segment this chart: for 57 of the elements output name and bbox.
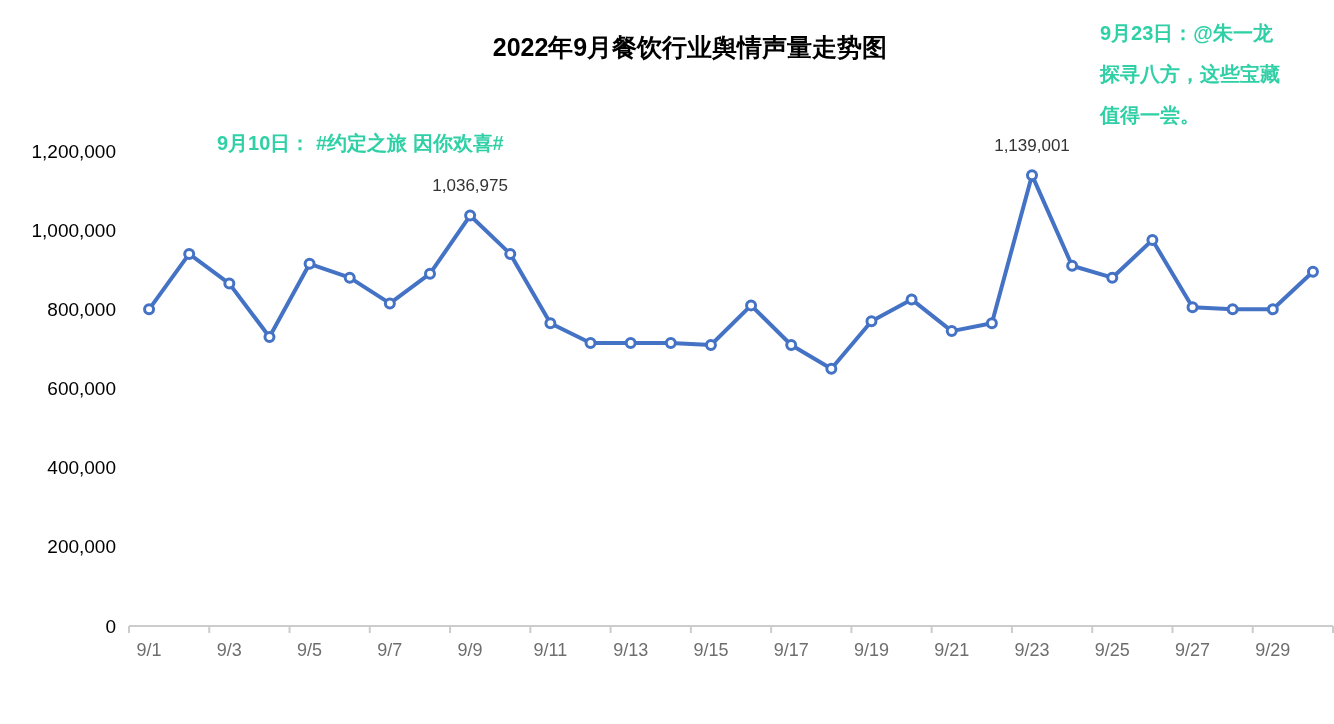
y-tick-label: 0 [105, 615, 116, 637]
x-tick-label: 9/11 [533, 640, 568, 660]
chart-title: 2022年9月餐饮行业舆情声量走势图 [492, 33, 888, 61]
point [183, 247, 196, 260]
point [263, 331, 276, 344]
x-tick-label: 9/19 [853, 640, 889, 660]
y-tick-label: 1,000,000 [31, 219, 116, 241]
point [624, 336, 637, 349]
point [1026, 169, 1038, 182]
point [1226, 303, 1239, 316]
y-tick-label: 200,000 [47, 536, 116, 558]
point [584, 336, 597, 349]
x-tick-label: 9/27 [1175, 640, 1211, 660]
point [383, 297, 396, 310]
x-tick-label: 9/7 [377, 640, 403, 660]
x-tick-label: 9/25 [1094, 640, 1130, 660]
point [424, 267, 436, 280]
point [745, 299, 758, 312]
x-tick-label: 9/17 [773, 640, 809, 660]
data-label: 1,139,001 [994, 135, 1070, 155]
x-tick-label: 9/5 [297, 640, 323, 660]
point [865, 315, 878, 328]
x-tick-label: 9/29 [1255, 640, 1291, 660]
x-tick-label: 9/3 [216, 640, 242, 660]
point [544, 317, 557, 330]
y-tick-label: 1,200,000 [31, 140, 116, 162]
point [303, 257, 316, 270]
point [825, 362, 838, 375]
point [464, 209, 477, 222]
point [905, 293, 918, 306]
y-tick-label: 400,000 [47, 457, 116, 479]
x-tick-label: 9/15 [693, 640, 729, 660]
text: 9月23日：@朱一龙探寻八方，这些宝藏值得一尝。 [1099, 22, 1280, 126]
point [343, 271, 356, 284]
x-tick-label: 9/1 [136, 640, 162, 660]
point [1186, 301, 1199, 314]
x-tick-label: 9/9 [457, 640, 483, 660]
point [985, 317, 998, 330]
point [945, 325, 958, 338]
point [1306, 265, 1319, 278]
x-tick-label: 9/13 [613, 640, 649, 660]
y-tick-label: 800,000 [47, 298, 116, 320]
point [223, 277, 236, 290]
x-tick-label: 9/21 [934, 640, 970, 660]
point [1266, 303, 1279, 316]
point [704, 338, 717, 351]
point [504, 247, 517, 260]
annotation: 9月10日： #约定之旅 因你欢喜# [217, 132, 504, 154]
x-tick-label: 9/23 [1014, 640, 1050, 660]
point [143, 303, 156, 316]
point [1066, 259, 1079, 272]
point [1106, 271, 1119, 284]
point [785, 338, 798, 351]
y-tick-label: 600,000 [47, 378, 116, 399]
point [664, 336, 677, 349]
data-label: 1,036,975 [432, 176, 508, 196]
point [1146, 234, 1159, 247]
